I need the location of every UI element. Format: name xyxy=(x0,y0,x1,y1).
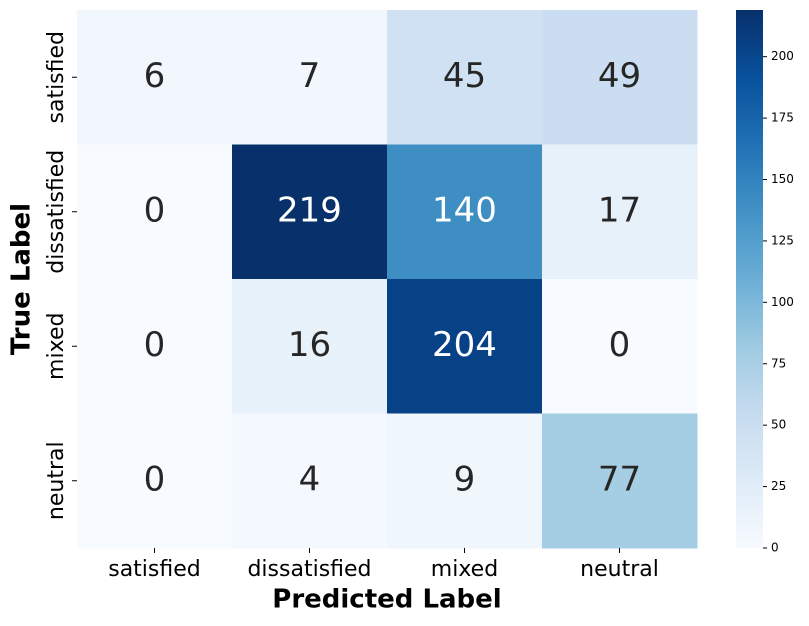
cell-label: 7 xyxy=(299,56,321,96)
cell-label: 16 xyxy=(288,325,331,365)
x-axis-label: Predicted Label xyxy=(272,585,501,615)
cell xyxy=(387,10,543,145)
cell-label: 0 xyxy=(144,459,166,499)
cell-label: 45 xyxy=(443,56,486,96)
cell-label: 77 xyxy=(598,459,641,499)
cell-label: 0 xyxy=(144,190,166,230)
cell-label: 17 xyxy=(598,190,641,230)
x-tick-label: mixed xyxy=(431,557,498,582)
y-tick-label: mixed xyxy=(44,313,69,380)
cell xyxy=(387,144,543,280)
y-axis-label: True Label xyxy=(7,203,37,355)
cell xyxy=(77,144,233,280)
colorbar-tick-label: 25 xyxy=(771,479,786,493)
cell xyxy=(232,144,388,280)
colorbar xyxy=(736,10,763,548)
cell xyxy=(542,279,698,414)
cell xyxy=(232,279,388,414)
cell xyxy=(387,279,543,414)
cell-label: 204 xyxy=(432,325,497,365)
cell xyxy=(387,413,543,549)
cell xyxy=(77,10,233,145)
cell xyxy=(542,10,698,145)
cell-label: 6 xyxy=(144,56,166,96)
cell-label: 140 xyxy=(432,190,497,230)
cell-label: 0 xyxy=(144,325,166,365)
cell-label: 219 xyxy=(277,190,342,230)
colorbar-tick-label: 175 xyxy=(771,111,794,125)
y-tick-label: satisfied xyxy=(44,31,69,124)
y-tick-label: neutral xyxy=(44,441,69,520)
x-tick-label: dissatisfied xyxy=(247,557,371,582)
colorbar-tick-label: 75 xyxy=(771,356,786,370)
cell xyxy=(77,413,233,549)
cell-label: 0 xyxy=(609,325,631,365)
colorbar-tick-label: 150 xyxy=(771,172,794,186)
y-tick-label: dissatisfied xyxy=(44,150,69,274)
cell-label: 49 xyxy=(598,56,641,96)
colorbar-tick-label: 0 xyxy=(771,541,779,555)
colorbar-tick-label: 100 xyxy=(771,295,794,309)
colorbar-tick-label: 125 xyxy=(771,233,794,247)
colorbar-tick-label: 200 xyxy=(771,49,794,63)
x-tick-label: neutral xyxy=(580,557,659,582)
x-tick-label: satisfied xyxy=(108,557,201,582)
cell xyxy=(77,279,233,414)
cell-label: 9 xyxy=(454,459,476,499)
cell xyxy=(542,144,698,280)
cell xyxy=(232,413,388,549)
cell xyxy=(542,413,698,549)
cell-label: 4 xyxy=(299,459,321,499)
colorbar-tick-label: 50 xyxy=(771,418,786,432)
cell xyxy=(232,10,388,145)
